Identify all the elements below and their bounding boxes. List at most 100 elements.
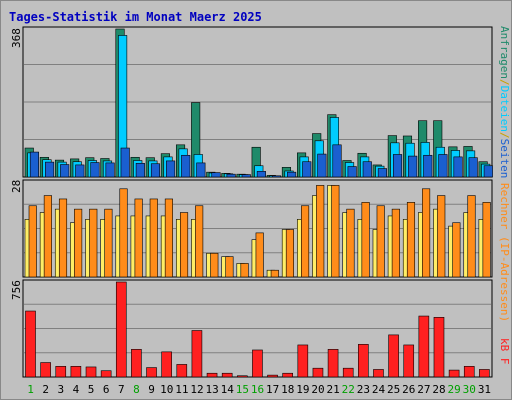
bar-kbf-day-24: [373, 369, 384, 378]
bar-seiten-day-25: [392, 154, 403, 178]
legend-dateien: Dateien: [498, 86, 511, 132]
bar-kbf-day-3: [55, 366, 67, 378]
day-label: 25: [387, 383, 400, 396]
day-label: 16: [251, 383, 264, 396]
bar-besuche-day-19: [301, 205, 310, 278]
day-label: 4: [73, 383, 80, 396]
bar-besuche-day-4: [74, 208, 83, 278]
day-label: 18: [281, 383, 294, 396]
day-label: 22: [342, 383, 355, 396]
day-label: 11: [175, 383, 188, 396]
bar-besuche-day-1: [28, 205, 37, 278]
day-label: 26: [402, 383, 415, 396]
bar-kbf-day-29: [448, 369, 460, 378]
day-label: 17: [266, 383, 279, 396]
bar-kbf-day-17: [267, 374, 278, 378]
bar-kbf-day-23: [358, 344, 369, 378]
day-label: 13: [205, 383, 218, 396]
day-label: 2: [42, 383, 49, 396]
bar-besuche-day-22: [346, 208, 355, 278]
bar-kbf-day-30: [463, 366, 475, 378]
bar-seiten-day-15: [241, 174, 251, 178]
bar-kbf-day-20: [312, 367, 324, 378]
day-label: 19: [296, 383, 309, 396]
bar-seiten-day-31: [483, 165, 493, 178]
bar-seiten-day-24: [377, 168, 387, 178]
legend-kbf: kB F: [498, 338, 511, 365]
day-label: 3: [58, 383, 65, 396]
legend-seiten: Seiten: [498, 139, 511, 179]
bar-besuche-day-13: [210, 252, 219, 278]
day-label: 7: [118, 383, 125, 396]
bar-besuche-day-23: [361, 202, 370, 278]
bar-besuche-day-30: [467, 195, 476, 278]
bar-seiten-day-28: [438, 154, 448, 178]
day-label: 28: [432, 383, 445, 396]
chart-title: Tages-Statistik im Monat Maerz 2025: [9, 10, 262, 24]
bar-seiten-day-2: [45, 161, 55, 178]
bar-seiten-day-17: [271, 175, 282, 178]
bar-besuche-day-16: [255, 232, 264, 278]
bar-seiten-day-21: [332, 144, 342, 178]
bar-seiten-day-18: [287, 171, 297, 178]
bar-kbf-day-1: [25, 310, 36, 378]
bar-seiten-day-5: [90, 162, 100, 178]
max-label-rechner: 28: [10, 180, 23, 193]
day-label: 9: [148, 383, 155, 396]
bar-kbf-day-2: [40, 362, 51, 378]
bar-seiten-day-3: [60, 164, 70, 178]
bar-besuche-day-8: [134, 198, 143, 278]
legend-top: Anfragen/Dateien/Seiten: [498, 26, 511, 178]
bar-seiten-day-13: [211, 172, 221, 178]
bar-besuche-day-18: [285, 229, 294, 278]
day-label: 30: [463, 383, 476, 396]
bar-seiten-day-11: [181, 154, 191, 178]
bar-kbf-day-13: [206, 372, 218, 378]
max-label-kbf: 756: [10, 280, 23, 300]
bar-seiten-day-4: [75, 164, 85, 178]
bar-kbf-day-31: [479, 369, 490, 378]
bar-seiten-day-16: [256, 171, 266, 178]
bar-kbf-day-11: [176, 364, 188, 378]
bar-seiten-day-14: [226, 173, 236, 178]
day-label: 31: [478, 383, 491, 396]
bar-kbf-day-4: [70, 366, 82, 378]
bar-besuche-day-6: [104, 208, 113, 278]
bar-besuche-day-26: [406, 202, 416, 278]
bar-seiten-day-1: [29, 151, 40, 178]
bar-kbf-day-18: [282, 372, 293, 378]
bar-kbf-day-8: [131, 349, 142, 378]
day-label: 8: [133, 383, 140, 396]
day-label: 10: [160, 383, 173, 396]
bar-seiten-day-8: [135, 163, 145, 178]
bar-kbf-day-9: [146, 367, 157, 378]
bar-kbf-day-22: [342, 367, 354, 378]
bar-seiten-day-9: [150, 163, 161, 178]
bar-besuche-day-12: [195, 205, 204, 278]
legend-separator: /: [498, 132, 511, 139]
max-label-anfragen: 368: [10, 28, 23, 48]
bar-besuche-day-31: [482, 202, 491, 278]
day-label: 1: [27, 383, 34, 396]
bar-besuche-day-27: [422, 188, 431, 278]
bar-besuche-day-25: [391, 208, 400, 278]
bar-seiten-day-20: [317, 153, 327, 178]
bar-seiten-day-6: [105, 162, 115, 178]
bar-besuche-day-9: [149, 198, 158, 278]
legend-anfragen: Anfragen: [498, 26, 511, 79]
bar-besuche-day-17: [270, 269, 279, 278]
bar-besuche-day-15: [240, 263, 249, 278]
bar-besuche-day-11: [179, 212, 189, 278]
day-label: 5: [88, 383, 95, 396]
bar-besuche-day-21: [331, 185, 340, 278]
bar-kbf-day-15: [237, 375, 248, 378]
bar-kbf-day-27: [418, 315, 430, 378]
day-label: 24: [372, 383, 386, 396]
bar-besuche-day-5: [89, 208, 98, 278]
day-label: 21: [327, 383, 340, 396]
bar-besuche-day-7: [119, 188, 128, 278]
bar-kbf-day-19: [297, 344, 309, 378]
bar-kbf-day-7: [115, 281, 127, 378]
day-label: 20: [311, 383, 324, 396]
